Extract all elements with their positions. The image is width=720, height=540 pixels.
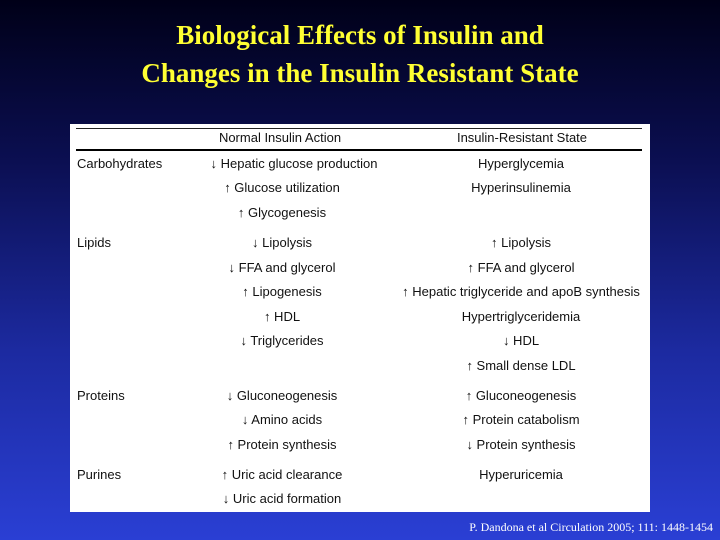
normal-cell: ↑ Glycogenesis [237,205,327,220]
normal-cell: ↑ Glucose utilization [224,180,340,195]
normal-cell: ↓ FFA and glycerol [228,260,336,275]
normal-cell: ↑ Uric acid clearance [221,467,343,482]
category-carbohydrates: Carbohydrates [77,156,163,171]
resistant-cell: ↑ Hepatic triglyceride and apoB synthesi… [402,284,640,299]
category-lipids: Lipids [77,235,111,250]
normal-cell: ↓ Amino acids [241,412,323,427]
table-header-rule [76,149,642,151]
normal-cell: ↓ Hepatic glucose production [210,156,378,171]
category-purines: Purines [77,467,122,482]
header-normal-insulin-action: Normal Insulin Action [218,130,342,145]
normal-cell: ↓ Uric acid formation [222,491,342,506]
resistant-cell: ↑ FFA and glycerol [467,260,575,275]
insulin-effects-table: Normal Insulin Action Insulin-Resistant … [70,124,650,512]
resistant-cell: Hyperglycemia [478,156,564,171]
category-proteins: Proteins [77,388,125,403]
resistant-cell: ↓ HDL [502,333,540,348]
title-line-2: Changes in the Insulin Resistant State [141,58,579,88]
normal-cell: ↓ Gluconeogenesis [226,388,338,403]
resistant-cell: ↑ Small dense LDL [466,358,576,373]
resistant-cell: Hypertriglyceridemia [461,309,581,324]
header-insulin-resistant-state: Insulin-Resistant State [456,130,588,145]
resistant-cell: ↑ Gluconeogenesis [465,388,577,403]
resistant-cell: ↑ Protein catabolism [462,412,580,427]
normal-cell: ↓ Triglycerides [240,333,324,348]
title-line-1: Biological Effects of Insulin and [176,20,544,50]
resistant-cell: ↑ Lipolysis [491,235,551,250]
normal-cell: ↑ Protein synthesis [227,437,337,452]
resistant-cell: Hyperuricemia [479,467,563,482]
normal-cell: ↓ Lipolysis [252,235,312,250]
normal-cell: ↑ Lipogenesis [242,284,322,299]
table-top-rule [76,128,642,129]
resistant-cell: Hyperinsulinemia [471,180,571,195]
resistant-cell: ↓ Protein synthesis [466,437,576,452]
slide-title: Biological Effects of Insulin and Change… [0,16,720,92]
normal-cell: ↑ HDL [263,309,301,324]
citation: P. Dandona et al Circulation 2005; 111: … [469,520,713,534]
